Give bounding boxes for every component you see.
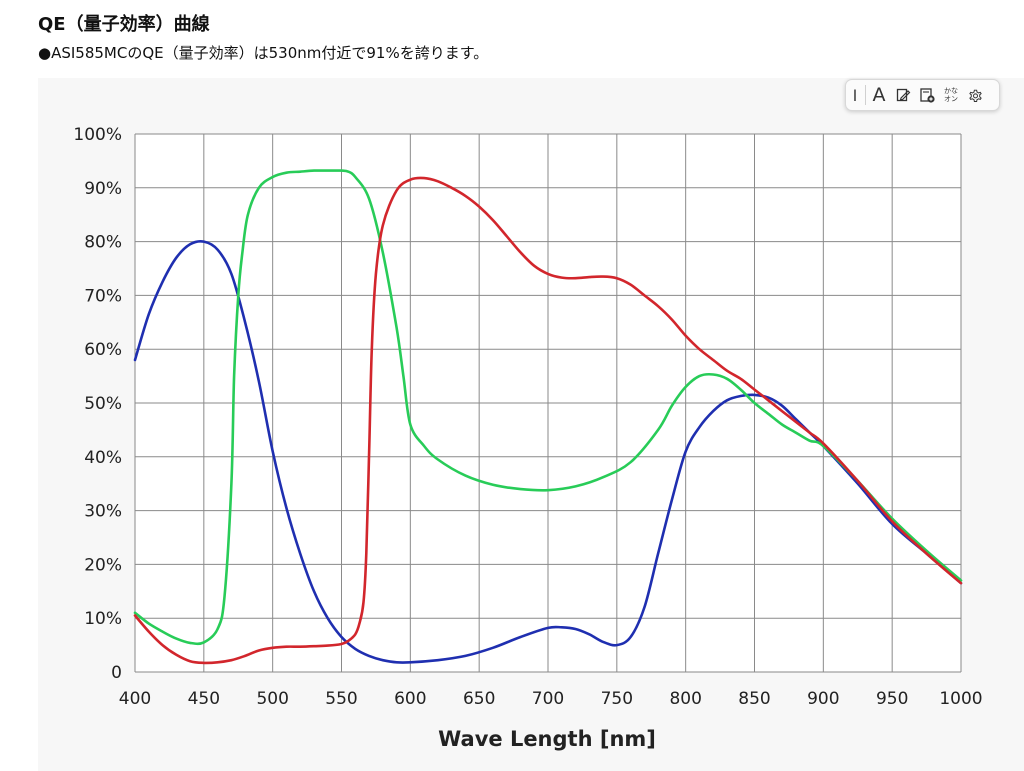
series-line: [133, 176, 963, 665]
chart-panel: 0 10% 20% 30% 40% 50% 60% 70% 80% 90% 100% 400 450 5…: [38, 78, 1024, 771]
series-line: [133, 239, 963, 664]
cursor-icon[interactable]: I: [846, 82, 864, 108]
x-tick-label: 850: [738, 689, 770, 709]
add-page-icon-svg: [920, 88, 935, 103]
kana-toggle-icon[interactable]: かな オン: [939, 82, 963, 108]
y-tick-label: 10%: [84, 609, 122, 629]
kana-toggle-label: かな オン: [944, 87, 958, 103]
floating-toolbar: I A かな オン: [845, 79, 1000, 111]
x-tick-label: 450: [188, 689, 220, 709]
x-tick-label: 550: [325, 689, 357, 709]
x-tick-label: 950: [876, 689, 908, 709]
x-axis-ticks: 400 450 500 550 600 650 700 750 800 850 900 950 1000: [119, 689, 983, 709]
page-title: QE（量子効率）曲線: [38, 14, 210, 35]
edit-icon-svg: [896, 88, 911, 102]
y-tick-label: 20%: [84, 555, 122, 575]
y-tick-label: 0: [111, 663, 122, 683]
x-tick-label: 1000: [939, 689, 982, 709]
y-axis-ticks: 0 10% 20% 30% 40% 50% 60% 70% 80% 90% 100%: [73, 125, 122, 683]
page-subtitle: ●ASI585MCのQE（量子効率）は530nm付近で91%を誇ります。: [38, 44, 489, 62]
y-tick-label: 40%: [84, 448, 122, 468]
gear-icon-svg: [968, 89, 982, 102]
series-lines: [133, 169, 963, 665]
add-page-icon[interactable]: [915, 82, 939, 108]
x-axis-label: Wave Length [nm]: [438, 727, 656, 751]
grid: [134, 133, 962, 673]
y-tick-label: 60%: [84, 340, 122, 360]
y-tick-label: 100%: [73, 125, 122, 145]
y-tick-label: 50%: [84, 394, 122, 414]
x-tick-label: 600: [394, 689, 426, 709]
y-tick-label: 30%: [84, 502, 122, 522]
cursor-icon-glyph: I: [852, 85, 858, 105]
x-tick-label: 500: [256, 689, 288, 709]
x-tick-label: 700: [532, 689, 564, 709]
x-tick-label: 900: [807, 689, 839, 709]
kana-bottom-text: オン: [944, 95, 958, 103]
x-tick-label: 750: [601, 689, 633, 709]
font-size-icon[interactable]: A: [867, 82, 891, 108]
y-tick-label: 80%: [84, 233, 122, 253]
gear-icon[interactable]: [963, 82, 987, 108]
y-tick-label: 90%: [84, 179, 122, 199]
kana-top-text: かな: [944, 87, 958, 95]
qe-chart: 0 10% 20% 30% 40% 50% 60% 70% 80% 90% 100% 400 450 5…: [73, 125, 983, 751]
x-tick-label: 650: [463, 689, 495, 709]
y-tick-label: 70%: [84, 286, 122, 306]
edit-icon[interactable]: [891, 82, 915, 108]
toolbar-divider: [865, 85, 866, 105]
font-size-icon-glyph: A: [872, 84, 886, 106]
x-tick-label: 400: [119, 689, 151, 709]
x-tick-label: 800: [669, 689, 701, 709]
series-line: [133, 169, 963, 646]
